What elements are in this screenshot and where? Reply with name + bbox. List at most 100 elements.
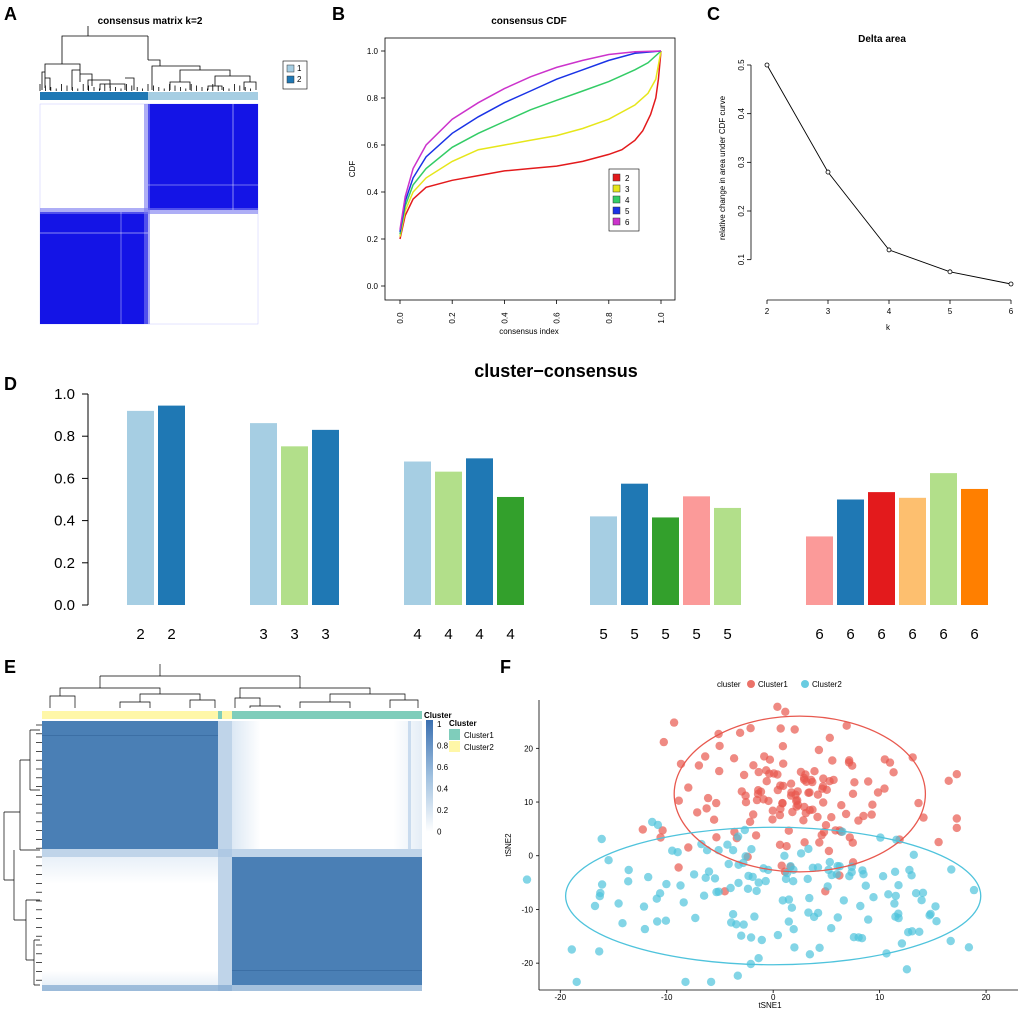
panel-f-point-cluster2 <box>644 872 653 882</box>
panel-c-xtick-label: 6 <box>1009 307 1014 316</box>
panel-c-point <box>947 269 953 275</box>
panel-f-point-cluster2 <box>815 943 824 952</box>
panel-f-point-cluster2 <box>894 881 903 890</box>
panel-f-point-cluster1 <box>813 790 823 799</box>
panel-label-c: C <box>707 4 720 24</box>
panel-a-dendrogram <box>39 26 257 91</box>
panel-f-point-cluster1 <box>841 809 851 819</box>
panel-d-xtick-label: 6 <box>815 626 823 643</box>
panel-f-point-cluster2 <box>597 834 606 844</box>
panel-c-ytick-label: 0.3 <box>737 156 746 168</box>
panel-f-point-cluster2 <box>805 893 814 903</box>
panel-f-point-cluster1 <box>658 826 667 835</box>
panel-f-ytick-label: 0 <box>529 852 534 861</box>
panel-f-point-cluster2 <box>839 896 848 905</box>
panel-f-point-cluster2 <box>789 865 798 874</box>
panel-f-point-cluster2 <box>701 873 710 882</box>
panel-f-point-cluster2 <box>925 911 934 920</box>
panel-a-dendrogram-branch <box>214 75 257 90</box>
panel-a-dendrogram-branch <box>148 59 201 90</box>
panel-b-series-line-k3 <box>399 50 662 237</box>
panel-f-tsne: cluster Cluster1 Cluster2 -20 -10 0 10 20 -20… <box>504 680 1018 1010</box>
panel-f-point-cluster2 <box>917 896 926 905</box>
panel-e-legend-swatch-cluster1 <box>449 729 460 740</box>
panel-d-xtick-label: 2 <box>136 626 144 643</box>
panel-f-point-cluster2 <box>835 862 844 871</box>
panel-f-point-cluster1 <box>889 768 898 777</box>
panel-f-point-cluster1 <box>815 838 824 847</box>
panel-f-point-cluster2 <box>825 857 834 867</box>
panel-a-consensus-matrix: consensus matrix k=2 1 2 <box>39 16 308 325</box>
panel-f-point-cluster1 <box>784 826 793 835</box>
panel-a-heatmap <box>39 103 259 325</box>
panel-d-xtick-label: 5 <box>630 626 638 643</box>
panel-f-point-cluster2 <box>757 935 766 945</box>
panel-c-point <box>764 62 770 68</box>
panel-d-bar-k5-1 <box>590 516 617 605</box>
panel-f-point-cluster2 <box>743 884 753 893</box>
panel-c-ytick-label: 0.2 <box>737 205 746 217</box>
panel-f-point-cluster1 <box>781 707 790 716</box>
panel-b-legend-swatch-k3 <box>612 184 621 193</box>
panel-f-point-cluster1 <box>786 779 796 788</box>
panel-f-point-cluster2 <box>597 880 607 889</box>
panel-d-ytick-label: 0.4 <box>54 513 75 530</box>
panel-f-point-cluster1 <box>864 777 873 786</box>
panel-f-point-cluster1 <box>768 815 777 824</box>
panel-c-delta-area: Delta area 2 3 4 5 6 0.1 0.2 0.3 0.4 0.5 k relati… <box>718 34 1014 332</box>
panel-f-point-cluster2 <box>827 924 836 933</box>
panel-f-point-cluster2 <box>784 917 793 926</box>
panel-f-point-cluster2 <box>723 840 732 849</box>
panel-f-point-cluster1 <box>773 702 782 711</box>
panel-f-ellipse-cluster2 <box>564 826 982 966</box>
panel-a-legend-label-2: 2 <box>297 75 302 84</box>
panel-b-title: consensus CDF <box>491 16 567 27</box>
panel-d-bar-k5-3 <box>652 517 679 605</box>
panel-f-point-cluster1 <box>787 788 796 797</box>
panel-f-point-cluster2 <box>809 912 819 922</box>
panel-f-point-cluster2 <box>778 896 787 905</box>
panel-e-left-dendrogram-branch <box>33 939 40 986</box>
panel-a-dendrogram-branch <box>44 63 81 88</box>
panel-f-point-cluster1 <box>659 737 668 747</box>
panel-f-point-cluster2 <box>747 845 756 854</box>
panel-f-point-cluster1 <box>845 756 854 765</box>
panel-f-point-cluster2 <box>804 908 813 917</box>
panel-d-xtick-label: 3 <box>321 626 329 643</box>
panel-f-point-cluster1 <box>790 725 799 734</box>
panel-d-xtick-label: 6 <box>846 626 854 643</box>
panel-a-title: consensus matrix k=2 <box>98 16 203 27</box>
panel-e-block-top-left <box>42 721 218 849</box>
panel-f-point-cluster2 <box>676 881 685 890</box>
panel-f-ytick-label: -10 <box>521 905 533 914</box>
panel-f-point-cluster1 <box>753 789 763 799</box>
panel-f-point-cluster1 <box>754 767 763 777</box>
panel-f-point-cluster2 <box>907 871 916 880</box>
panel-f-point-cluster1 <box>764 796 773 806</box>
panel-d-xtick-label: 2 <box>167 626 175 643</box>
panel-f-point-cluster2 <box>897 939 907 948</box>
panel-e-scale-label: 0.2 <box>437 806 449 815</box>
panel-e-scale-label: 0.4 <box>437 785 449 794</box>
panel-f-point-cluster2 <box>890 899 899 908</box>
panel-f-point-cluster1 <box>842 721 851 730</box>
panel-d-xtick-label: 6 <box>970 626 978 643</box>
panel-f-point-cluster2 <box>890 867 900 876</box>
panel-d-bar-k3-2 <box>281 446 308 605</box>
panel-a-dendrogram-branch <box>41 71 51 90</box>
panel-f-point-cluster1 <box>819 774 828 783</box>
panel-b-ytick-label: 0.8 <box>367 94 379 103</box>
panel-f-point-cluster1 <box>773 785 782 795</box>
panel-f-point-cluster1 <box>952 814 961 823</box>
panel-f-point-cluster2 <box>932 917 941 926</box>
panel-d-xtick-label: 6 <box>877 626 885 643</box>
panel-f-point-cluster1 <box>775 810 785 820</box>
panel-f-point-cluster1 <box>799 773 809 783</box>
panel-f-point-cluster1 <box>778 798 787 808</box>
panel-f-point-cluster2 <box>909 850 918 859</box>
panel-e-annotation-title: Cluster <box>424 711 452 720</box>
panel-e-matrix <box>42 721 422 991</box>
panel-f-point-cluster2 <box>761 876 770 886</box>
panel-f-point-cluster2 <box>964 943 974 952</box>
